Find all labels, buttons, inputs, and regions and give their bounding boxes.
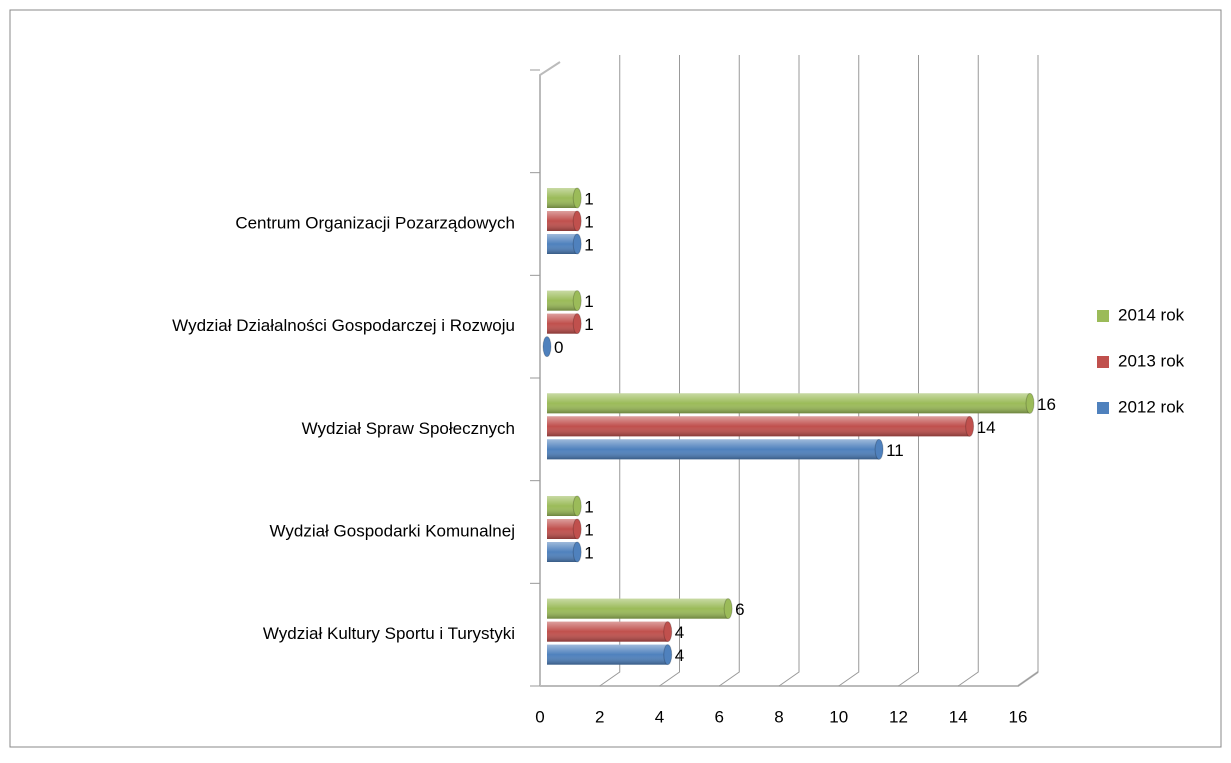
- data-label: 1: [584, 235, 593, 254]
- x-tick-label: 4: [655, 707, 664, 726]
- bar-cap: [572, 313, 582, 335]
- legend-label: 2014 rok: [1118, 305, 1185, 324]
- x-tick-label: 0: [535, 707, 544, 726]
- grid-line: [898, 55, 919, 687]
- x-tick-label: 12: [889, 707, 908, 726]
- data-label: 1: [584, 543, 593, 562]
- bar-cap: [874, 438, 884, 460]
- data-label: 11: [886, 441, 904, 460]
- y-tick-label: Wydział Działalności Gospodarczej i Rozw…: [172, 316, 515, 335]
- bar-cap: [572, 210, 582, 232]
- legend-label: 2012 rok: [1118, 397, 1185, 416]
- bar-shade: [547, 519, 578, 539]
- data-label: 1: [584, 292, 593, 311]
- x-tick-label: 16: [1009, 707, 1028, 726]
- x-tick-label: 2: [595, 707, 604, 726]
- legend-swatch: [1097, 310, 1109, 322]
- bar-shade: [547, 496, 578, 516]
- legend-swatch: [1097, 356, 1109, 368]
- bar-shade: [547, 211, 578, 231]
- data-label: 14: [977, 418, 996, 437]
- grid-line: [599, 55, 621, 687]
- bar-cap: [542, 336, 552, 358]
- bar-shade: [547, 234, 578, 254]
- data-label: 1: [584, 315, 593, 334]
- data-label: 1: [584, 520, 593, 539]
- grid-line: [718, 55, 740, 687]
- data-label: 16: [1037, 395, 1056, 414]
- bar-shade: [547, 393, 1030, 414]
- data-label: 4: [675, 623, 684, 642]
- data-label: 1: [584, 497, 593, 516]
- legend-swatch: [1097, 402, 1109, 414]
- bar-shade: [547, 188, 578, 208]
- bar-shade: [547, 439, 880, 460]
- bar-cap: [965, 415, 975, 437]
- bar-cap: [572, 495, 582, 517]
- bar-cap: [663, 644, 673, 666]
- bar-cap: [572, 541, 582, 563]
- grid-line: [778, 55, 800, 687]
- bar-cap: [663, 621, 673, 643]
- bar-cap: [572, 187, 582, 209]
- x-tick-label: 14: [949, 707, 968, 726]
- data-label: 4: [675, 646, 684, 665]
- bar-cap: [572, 290, 582, 312]
- data-label: 6: [735, 600, 744, 619]
- bar-cap: [1025, 392, 1035, 414]
- grid-line: [957, 55, 979, 687]
- grid-line: [1017, 55, 1039, 687]
- x-tick-label: 6: [715, 707, 724, 726]
- bar-shade: [547, 416, 970, 437]
- legend-label: 2013 rok: [1118, 351, 1185, 370]
- data-label: 1: [584, 189, 593, 208]
- chart-border: [9, 9, 1222, 748]
- data-label: 0: [554, 338, 563, 357]
- bar-cap: [572, 233, 582, 255]
- y-tick-label: Wydział Spraw Społecznych: [302, 419, 515, 438]
- grid-line: [659, 55, 680, 687]
- bar-cap: [572, 518, 582, 540]
- bar-shade: [547, 313, 578, 334]
- x-tick-label: 10: [829, 707, 848, 726]
- side-wall: [539, 61, 561, 686]
- y-tick-label: Centrum Organizacji Pozarządowych: [235, 213, 515, 232]
- y-tick-label: Wydział Kultury Sportu i Turystyki: [263, 624, 515, 643]
- bar-shade: [547, 598, 729, 619]
- bar-cap: [723, 598, 733, 620]
- data-label: 1: [584, 212, 593, 231]
- bar-shade: [547, 644, 668, 665]
- grid-line: [838, 55, 860, 687]
- bar-shade: [547, 621, 668, 642]
- x-tick-label: 8: [774, 707, 783, 726]
- bar-shade: [547, 290, 578, 311]
- y-tick-label: Wydział Gospodarki Komunalnej: [269, 521, 515, 540]
- bar-shade: [547, 542, 578, 562]
